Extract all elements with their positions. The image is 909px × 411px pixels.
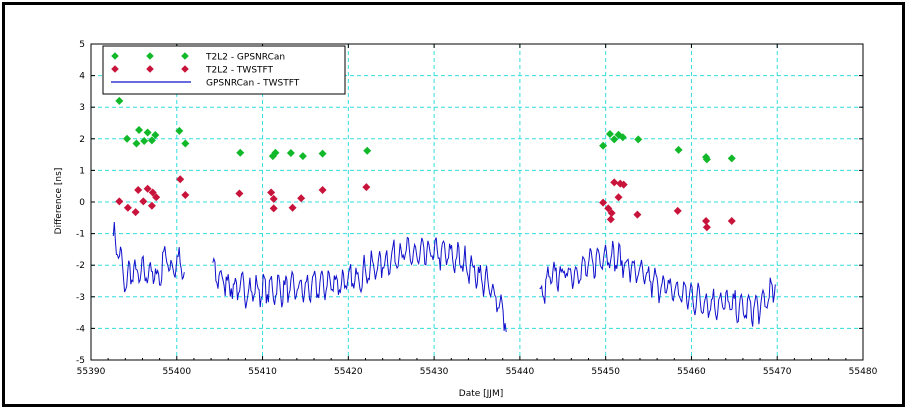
x-tick-label: 55480	[849, 367, 878, 377]
x-axis-label: Date [JJM]	[459, 389, 503, 399]
data-point	[140, 137, 149, 146]
data-point	[318, 185, 327, 194]
legend-box	[102, 45, 346, 95]
data-point	[298, 152, 307, 161]
data-point	[269, 194, 278, 203]
data-point	[176, 175, 185, 184]
data-point	[235, 189, 244, 198]
x-tick-label: 55400	[162, 367, 191, 377]
data-point	[147, 136, 156, 145]
y-tick-label: -3	[76, 293, 85, 303]
data-point	[610, 178, 619, 187]
data-point	[673, 206, 682, 215]
data-point	[175, 126, 184, 135]
data-point	[599, 198, 608, 207]
x-tick-label: 55460	[677, 367, 706, 377]
data-point	[297, 194, 306, 203]
data-point	[148, 188, 157, 197]
data-point	[147, 201, 156, 210]
y-tick-label: -4	[76, 324, 85, 334]
legend-marker	[146, 65, 154, 73]
y-tick-label: 2	[79, 135, 85, 145]
data-point	[151, 131, 160, 140]
data-point	[115, 96, 124, 105]
data-point	[727, 154, 736, 163]
data-point	[286, 149, 295, 158]
data-point	[269, 204, 278, 213]
legend-marker	[181, 52, 189, 60]
data-point	[363, 146, 372, 155]
data-point	[599, 141, 608, 150]
data-point	[318, 149, 327, 158]
y-tick-label: 1	[79, 166, 85, 176]
x-tick-label: 55440	[506, 367, 535, 377]
data-point	[605, 130, 614, 139]
data-point	[115, 197, 124, 206]
legend: T2L2 - GPSNRCan T2L2 - TWSTFT GPSNRCan - T…	[102, 45, 346, 95]
data-point	[143, 128, 152, 137]
legend-marker	[146, 52, 154, 60]
marker-series-layer	[115, 96, 736, 232]
y-tick-label: -1	[76, 230, 85, 240]
line-series-trace	[539, 240, 776, 327]
data-point	[152, 193, 161, 202]
y-tick-label: 4	[79, 72, 85, 82]
data-point	[362, 183, 371, 192]
data-point	[614, 193, 623, 202]
data-point	[702, 155, 711, 164]
data-point	[702, 223, 711, 232]
data-point	[132, 139, 141, 148]
y-tick-label: 0	[79, 198, 85, 208]
data-point	[606, 215, 615, 224]
data-point	[181, 191, 190, 200]
y-tick-label: -5	[76, 356, 85, 366]
data-point	[288, 203, 297, 212]
data-point	[181, 139, 190, 148]
data-point	[633, 210, 642, 219]
data-point	[604, 204, 613, 213]
data-point	[607, 209, 616, 218]
data-point	[674, 145, 683, 154]
data-point	[143, 184, 152, 193]
legend-marker	[111, 52, 119, 60]
x-tick-label: 55450	[591, 367, 620, 377]
data-point	[139, 197, 148, 206]
data-point	[134, 185, 143, 194]
legend-marker	[181, 65, 189, 73]
data-point	[123, 203, 132, 212]
data-point	[236, 148, 245, 157]
data-point	[123, 134, 132, 143]
x-tick-label: 55410	[248, 367, 277, 377]
data-point	[610, 135, 619, 144]
data-point	[267, 188, 276, 197]
legend-label: GPSNRCan - TWSTFT	[206, 79, 300, 89]
legend-marker	[111, 65, 119, 73]
data-point	[702, 216, 711, 225]
line-series-layer	[112, 221, 776, 333]
data-point	[634, 135, 643, 144]
data-point	[135, 125, 144, 134]
x-tick-label: 55390	[77, 367, 106, 377]
x-tick-label: 55420	[334, 367, 363, 377]
line-series-trace	[212, 236, 507, 333]
line-series-trace	[112, 221, 185, 293]
data-point	[131, 208, 140, 217]
x-tick-label: 55430	[420, 367, 449, 377]
y-tick-label: 5	[79, 40, 85, 50]
y-tick-label: -2	[76, 261, 85, 271]
data-point	[618, 133, 627, 142]
data-point	[727, 216, 736, 225]
data-point	[271, 148, 280, 157]
x-axis-ticks: 55390 55400 55410 55420 55430 55440 55450 55460…	[77, 44, 878, 377]
y-tick-label: 3	[79, 103, 85, 113]
legend-label: T2L2 - TWSTFT	[205, 66, 274, 76]
y-axis-label: Difference [ns]	[54, 168, 64, 235]
legend-label: T2L2 - GPSNRCan	[205, 53, 285, 63]
x-tick-label: 55470	[763, 367, 792, 377]
data-point	[619, 180, 628, 189]
y-axis-ticks: -5 -4 -3 -2 -1 0 1 2 3 4 5	[76, 40, 863, 366]
